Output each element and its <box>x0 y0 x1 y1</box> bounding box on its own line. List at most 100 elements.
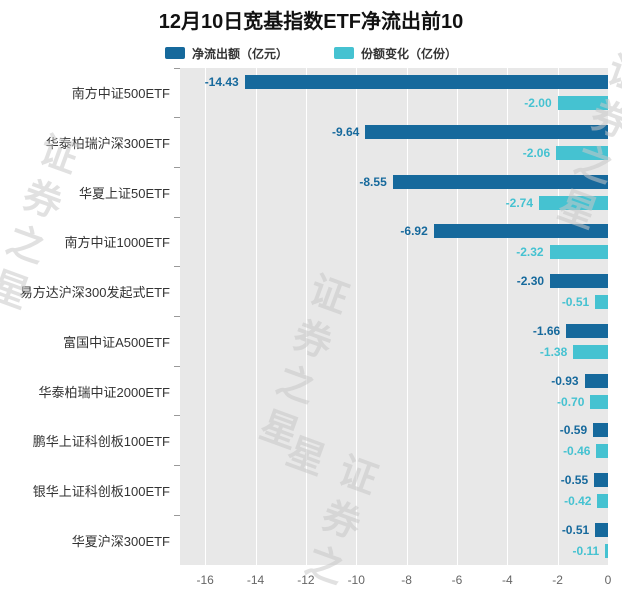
bar-value-label: -6.92 <box>400 224 428 239</box>
bar-net-outflow[interactable] <box>594 472 608 487</box>
bar-line: -2.00 <box>180 96 608 111</box>
row-plot: -0.55 -0.42 <box>180 466 608 516</box>
chart-row: 华泰柏瑞中证2000ETF -0.93 -0.70 <box>0 365 622 416</box>
row-plot: -9.64 -2.06 <box>180 118 608 168</box>
bar-share-change[interactable] <box>597 493 608 508</box>
bar-share-change[interactable] <box>539 195 608 210</box>
gridline <box>557 68 559 565</box>
bar-share-change[interactable] <box>596 444 608 459</box>
chart-row: 银华上证科创板100ETF -0.55 -0.42 <box>0 465 622 516</box>
bar-line: -1.66 <box>180 323 608 338</box>
bar-share-change[interactable] <box>595 295 608 310</box>
legend-swatch-share-change <box>334 47 354 59</box>
bar-net-outflow[interactable] <box>566 323 608 338</box>
gridline <box>406 68 408 565</box>
x-axis-tick-label: -14 <box>246 573 265 587</box>
chart-row: 华泰柏瑞沪深300ETF -9.64 -2.06 <box>0 117 622 168</box>
plot-area: 南方中证500ETF -14.43 -2.00 华泰柏瑞沪深300ETF -9.64 -2… <box>0 67 622 565</box>
chart-row: 鹏华上证科创板100ETF -0.59 -0.46 <box>0 415 622 466</box>
bar-value-label: -0.46 <box>563 444 591 459</box>
chart-row: 易方达沪深300发起式ETF -2.30 -0.51 <box>0 266 622 317</box>
legend-item-share-change[interactable]: 份额变化（亿份） <box>334 45 457 62</box>
bar-line: -9.64 <box>180 125 608 140</box>
gridline <box>608 68 609 565</box>
bar-share-change[interactable] <box>605 543 608 558</box>
bar-net-outflow[interactable] <box>365 125 608 140</box>
bar-value-label: -0.51 <box>561 295 590 310</box>
bar-line: -0.93 <box>180 373 608 388</box>
bar-value-label: -2.00 <box>524 96 552 111</box>
bar-value-label: -2.30 <box>516 274 545 289</box>
legend-label-share-change: 份额变化（亿份） <box>361 46 458 61</box>
gridline <box>305 68 307 565</box>
bar-value-label: -0.59 <box>559 423 588 438</box>
row-plot: -0.59 -0.46 <box>180 416 608 466</box>
row-plot: -6.92 -2.32 <box>180 217 608 267</box>
legend: 净流出额（亿元） 份额变化（亿份） <box>0 40 622 66</box>
bar-line: -0.42 <box>180 493 608 508</box>
bar-value-label: -0.11 <box>572 543 600 558</box>
row-plot: -8.55 -2.74 <box>180 167 608 217</box>
bar-share-change[interactable] <box>590 394 608 409</box>
gridline <box>356 68 358 565</box>
bar-rows: 南方中证500ETF -14.43 -2.00 华泰柏瑞沪深300ETF -9.64 -2… <box>0 67 622 565</box>
bar-line: -8.55 <box>180 174 608 189</box>
bar-value-label: -14.43 <box>204 75 239 90</box>
gridline <box>255 68 257 565</box>
chart-row: 华夏上证50ETF -8.55 -2.74 <box>0 166 622 217</box>
bar-line: -0.55 <box>180 472 608 487</box>
gridline <box>507 68 509 565</box>
chart-title: 12月10日宽基指数ETF净流出前10 <box>158 11 464 33</box>
bar-value-label: -0.51 <box>561 522 590 537</box>
bar-value-label: -2.32 <box>516 245 544 260</box>
bar-value-label: -8.55 <box>359 174 387 189</box>
bar-value-label: -2.06 <box>522 146 551 161</box>
bar-share-change[interactable] <box>557 96 608 111</box>
category-label: 易方达沪深300发起式ETF <box>19 285 170 301</box>
row-plot: -0.51 -0.11 <box>180 515 608 565</box>
bar-line: -0.51 <box>180 522 608 537</box>
bar-share-change[interactable] <box>573 344 608 359</box>
row-plot: -14.43 -2.00 <box>180 68 608 118</box>
bar-line: -2.74 <box>180 195 608 210</box>
bar-line: -0.59 <box>180 423 608 438</box>
chart-row: 南方中证1000ETF -6.92 -2.32 <box>0 216 622 267</box>
bar-net-outflow[interactable] <box>584 373 608 388</box>
chart-row: 华夏沪深300ETF -0.51 -0.11 <box>0 514 622 565</box>
bar-line: -0.70 <box>180 394 608 409</box>
bar-line: -2.30 <box>180 274 608 289</box>
bar-net-outflow[interactable] <box>433 224 608 239</box>
bar-value-label: -0.55 <box>560 472 589 487</box>
bar-share-change[interactable] <box>556 146 608 161</box>
bar-net-outflow[interactable] <box>593 423 608 438</box>
bar-value-label: -0.70 <box>557 394 585 409</box>
bar-share-change[interactable] <box>549 245 608 260</box>
bar-line: -6.92 <box>180 224 608 239</box>
bar-value-label: -0.93 <box>551 373 579 388</box>
legend-item-net-outflow[interactable]: 净流出额（亿元） <box>164 45 288 62</box>
category-label: 富国中证A500ETF <box>63 334 170 350</box>
bar-net-outflow[interactable] <box>595 522 608 537</box>
bar-value-label: -9.64 <box>331 125 360 140</box>
category-label: 南方中证1000ETF <box>64 235 170 251</box>
x-axis-tick-label: -10 <box>347 573 365 587</box>
category-label: 华泰柏瑞沪深300ETF <box>45 136 170 152</box>
row-plot: -2.30 -0.51 <box>180 267 608 317</box>
bar-line: -0.46 <box>180 444 608 459</box>
bar-net-outflow[interactable] <box>244 75 608 90</box>
row-plot: -1.66 -1.38 <box>180 317 608 367</box>
gridline <box>456 68 458 565</box>
x-axis-tick-label: -4 <box>501 573 513 587</box>
category-label: 鹏华上证科创板100ETF <box>32 434 170 450</box>
bar-net-outflow[interactable] <box>392 174 608 189</box>
bar-line: -0.51 <box>180 295 608 310</box>
x-axis-tick-label: -8 <box>401 573 412 587</box>
x-axis: -16 -14 -12 -10 -8 -6 -4 -2 0 <box>180 565 612 595</box>
bar-line: -14.43 <box>180 75 608 90</box>
x-axis-tick-label: -6 <box>451 573 463 587</box>
bar-net-outflow[interactable] <box>550 274 608 289</box>
bar-line: -2.32 <box>180 245 608 260</box>
x-axis-tick-label: -12 <box>297 573 315 587</box>
legend-label-net-outflow: 净流出额（亿元） <box>191 46 288 61</box>
